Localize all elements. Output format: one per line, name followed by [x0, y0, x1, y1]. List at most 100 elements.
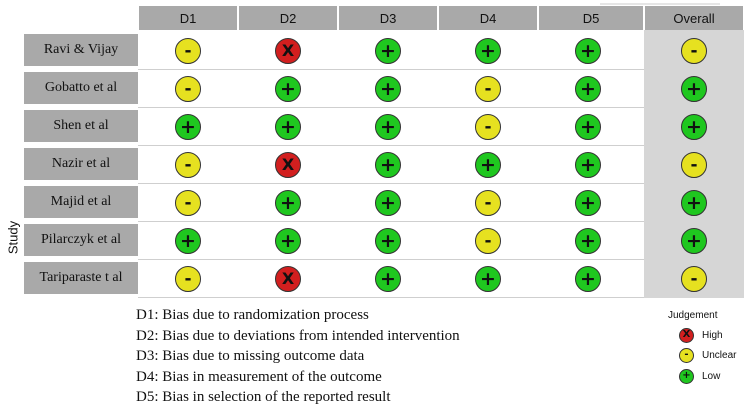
low-risk-icon: +: [275, 228, 301, 254]
study-label: Nazir et al: [24, 148, 138, 180]
judgement-cell: X: [238, 261, 338, 297]
low-risk-icon: +: [375, 152, 401, 178]
domain-description-d2: D2: Bias due to deviations from intended…: [136, 327, 460, 344]
judgement-cell: +: [538, 147, 638, 183]
judgement-cell: +: [238, 109, 338, 145]
judgement-cell: -: [138, 71, 238, 107]
judgement-cell: +: [338, 33, 438, 69]
low-risk-icon: +: [375, 228, 401, 254]
study-label: Gobatto et al: [24, 72, 138, 104]
low-risk-icon: +: [275, 114, 301, 140]
domain-description-d3: D3: Bias due to missing outcome data: [136, 348, 365, 364]
judgement-cell: +: [644, 223, 744, 259]
study-label: Ravi & Vijay: [24, 34, 138, 66]
study-label: Majid et al: [24, 186, 138, 218]
study-axis-label: Study: [5, 220, 21, 255]
low-risk-icon: +: [575, 76, 601, 102]
unclear-risk-icon: -: [681, 38, 707, 64]
unclear-risk-icon: -: [475, 114, 501, 140]
high-risk-icon: X: [275, 38, 301, 64]
unclear-risk-icon: -: [175, 38, 201, 64]
unclear-risk-icon: -: [679, 347, 694, 363]
judgement-cell: +: [644, 109, 744, 145]
faint-top-line: [600, 3, 720, 5]
low-risk-icon: +: [575, 38, 601, 64]
judgement-cell: +: [138, 223, 238, 259]
judgement-cell: -: [438, 109, 538, 145]
low-risk-icon: +: [375, 266, 401, 292]
judgement-cell: +: [338, 223, 438, 259]
low-risk-icon: +: [681, 76, 707, 102]
low-risk-icon: +: [375, 76, 401, 102]
legend-item-unclear: - Unclear: [679, 347, 736, 363]
study-label: Tariparaste t al: [24, 262, 138, 294]
judgement-cell: -: [438, 71, 538, 107]
judgement-cell: -: [644, 261, 744, 297]
unclear-risk-icon: -: [681, 266, 707, 292]
low-risk-icon: +: [575, 114, 601, 140]
judgement-cell: X: [238, 33, 338, 69]
study-label: Shen et al: [24, 110, 138, 142]
judgement-cell: +: [538, 185, 638, 221]
judgement-cell: +: [538, 261, 638, 297]
low-risk-icon: +: [175, 228, 201, 254]
column-header-d1: D1: [138, 6, 238, 30]
low-risk-icon: +: [375, 38, 401, 64]
low-risk-icon: +: [175, 114, 201, 140]
legend-item-low: + Low: [679, 368, 720, 384]
low-risk-icon: +: [475, 38, 501, 64]
judgement-cell: +: [338, 147, 438, 183]
judgement-cell: +: [438, 33, 538, 69]
judgement-cell: +: [438, 261, 538, 297]
low-risk-icon: +: [475, 152, 501, 178]
judgement-cell: +: [538, 223, 638, 259]
row-divider: [138, 297, 644, 298]
domain-description-d4: D4: Bias in measurement of the outcome: [136, 368, 382, 385]
low-risk-icon: +: [475, 266, 501, 292]
judgement-cell: +: [338, 261, 438, 297]
low-risk-icon: +: [275, 190, 301, 216]
judgement-cell: +: [238, 71, 338, 107]
judgement-cell: +: [538, 109, 638, 145]
low-risk-icon: +: [575, 190, 601, 216]
judgement-cell: -: [138, 33, 238, 69]
domain-description-d1: D1: Bias due to randomization process: [136, 307, 369, 323]
judgement-cell: -: [138, 147, 238, 183]
judgement-cell: +: [644, 185, 744, 221]
legend-label-low: Low: [702, 370, 721, 382]
low-risk-icon: +: [575, 266, 601, 292]
row-divider: [138, 221, 644, 222]
judgement-cell: -: [138, 261, 238, 297]
legend-item-high: X High: [679, 327, 723, 343]
row-divider: [138, 183, 644, 184]
judgement-cell: X: [238, 147, 338, 183]
judgement-cell: +: [338, 109, 438, 145]
high-risk-icon: X: [275, 266, 301, 292]
low-risk-icon: +: [375, 190, 401, 216]
unclear-risk-icon: -: [175, 266, 201, 292]
judgement-cell: -: [438, 185, 538, 221]
judgement-cell: -: [644, 147, 744, 183]
judgement-cell: +: [338, 185, 438, 221]
unclear-risk-icon: -: [475, 228, 501, 254]
low-risk-icon: +: [681, 190, 707, 216]
unclear-risk-icon: -: [175, 190, 201, 216]
judgement-cell: -: [644, 33, 744, 69]
domain-description-d5: D5: Bias in selection of the reported re…: [136, 389, 391, 405]
column-header-d3: D3: [338, 6, 438, 30]
low-risk-icon: +: [575, 152, 601, 178]
row-divider: [138, 69, 644, 70]
domain-descriptions: D1: Bias due to randomization process D2…: [136, 305, 460, 408]
row-divider: [138, 145, 644, 146]
judgement-cell: -: [138, 185, 238, 221]
legend-label-high: High: [702, 329, 723, 341]
judgement-cell: +: [538, 33, 638, 69]
low-risk-icon: +: [575, 228, 601, 254]
column-header-d2: D2: [238, 6, 338, 30]
judgement-cell: +: [238, 185, 338, 221]
row-divider: [138, 107, 644, 108]
high-risk-icon: X: [679, 327, 694, 343]
legend-label-unclear: Unclear: [702, 349, 737, 361]
unclear-risk-icon: -: [175, 76, 201, 102]
column-header-d4: D4: [438, 6, 538, 30]
